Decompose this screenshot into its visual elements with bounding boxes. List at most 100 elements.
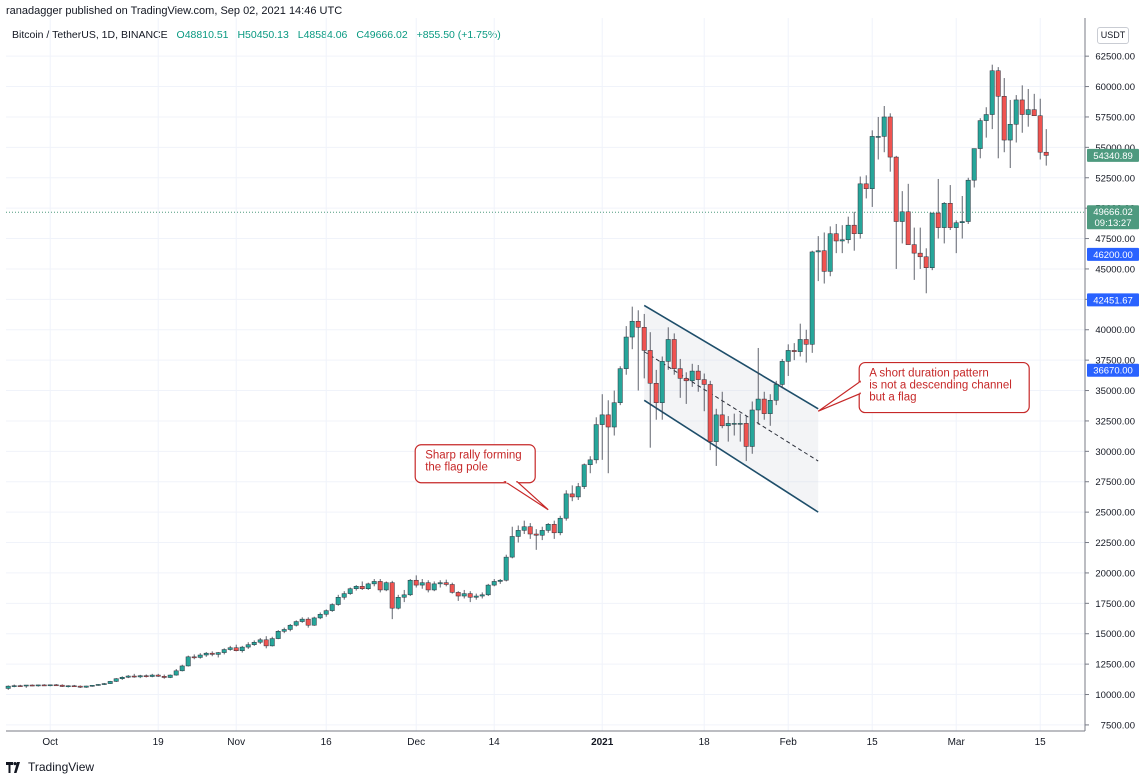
candle-body (23, 684, 29, 687)
candle-body (215, 652, 221, 655)
candle-body (53, 684, 59, 687)
candle-body (473, 595, 479, 598)
y-tick-label: 12500.00 (1095, 660, 1135, 671)
candle-body (569, 493, 575, 498)
candle-body (773, 384, 779, 401)
candle-body (833, 233, 839, 242)
candle-body (299, 618, 305, 622)
candle-body (1043, 151, 1049, 156)
x-tick-label: Feb (780, 737, 798, 748)
candles (5, 64, 1049, 690)
candle-body (821, 250, 827, 272)
candle-body (401, 594, 407, 598)
footer-brand-label: TradingView (28, 760, 95, 774)
callout-pointer (817, 380, 861, 412)
callout-text-line: Sharp rally forming (425, 450, 522, 462)
candle-body (791, 350, 797, 352)
ohlc-high: H50450.13 (237, 29, 289, 41)
candle-body (227, 647, 233, 650)
price-tag-sublabel: 09:13:27 (1095, 218, 1132, 229)
x-tick-label: Mar (948, 737, 966, 748)
candle-body (989, 70, 995, 115)
candle-body (629, 320, 635, 338)
y-tick-label: 57500.00 (1095, 112, 1135, 123)
y-tick-label: 7500.00 (1101, 720, 1135, 731)
candle-body (881, 116, 887, 137)
candle-body (449, 584, 455, 593)
candle-body (647, 350, 653, 384)
candle-body (929, 212, 935, 268)
symbol-legend: Bitcoin / TetherUS, 1D, BINANCE O48810.5… (12, 29, 507, 41)
candle-body (611, 402, 617, 428)
candle-body (395, 596, 401, 609)
y-tick-label: 17500.00 (1095, 599, 1135, 610)
candle-body (665, 339, 671, 362)
ohlc-open: O48810.51 (176, 29, 229, 41)
channel-mid-line (643, 351, 819, 462)
price-tag-label: 36670.00 (1093, 366, 1133, 377)
y-tick-label: 30000.00 (1095, 447, 1135, 458)
candle-body (503, 556, 509, 581)
candle-body (167, 674, 173, 678)
candle-body (947, 203, 953, 228)
candle-body (971, 148, 977, 181)
candle-body (95, 684, 101, 686)
price-tag (1087, 363, 1139, 377)
candle-body (491, 581, 497, 586)
candle-body (275, 631, 281, 639)
candle-body (689, 370, 695, 382)
candle-body (911, 244, 917, 254)
candle-body (221, 649, 227, 653)
candle-body (743, 423, 749, 447)
candle-body (461, 593, 467, 597)
candle-body (233, 647, 239, 651)
candle-body (161, 676, 167, 678)
candle-body (131, 675, 137, 678)
candle-body (713, 414, 719, 442)
candle-body (983, 114, 989, 121)
candle-body (119, 677, 125, 679)
candle-body (371, 581, 377, 585)
candle-body (539, 530, 545, 536)
candle-body (17, 685, 23, 687)
y-tick-label: 25000.00 (1095, 508, 1135, 519)
candle-body (641, 327, 647, 351)
candle-body (83, 685, 89, 688)
candle-body (173, 670, 179, 676)
footer-brand[interactable]: TradingView (6, 760, 94, 774)
candle-body (851, 224, 857, 234)
candle-body (383, 582, 389, 591)
candle-body (317, 614, 323, 619)
candle-body (359, 586, 365, 589)
y-tick-label: 40000.00 (1095, 325, 1135, 336)
y-tick-label: 32500.00 (1095, 416, 1135, 427)
candle-body (605, 414, 611, 428)
candle-body (419, 582, 425, 586)
candle-body (533, 533, 539, 536)
y-tick-label: 37500.00 (1095, 356, 1135, 367)
candle-body (803, 339, 809, 345)
candle-body (191, 656, 197, 659)
candle-body (425, 582, 431, 591)
currency-label[interactable]: USDT (1097, 27, 1129, 44)
candle-body (65, 685, 71, 688)
x-tick-label: 14 (489, 737, 501, 748)
candle-body (107, 681, 113, 684)
candle-body (905, 211, 911, 245)
y-tick-label: 20000.00 (1095, 568, 1135, 579)
candle-body (143, 675, 149, 677)
y-tick-label: 15000.00 (1095, 629, 1135, 640)
price-tag-label: 42451.67 (1093, 295, 1133, 306)
channel-upper-line (643, 304, 819, 410)
candle-body (431, 583, 437, 591)
candle-body (1037, 115, 1043, 153)
candle-body (197, 654, 203, 658)
symbol-name[interactable]: Bitcoin / TetherUS, 1D, BINANCE (12, 29, 168, 41)
candle-body (839, 239, 845, 242)
candle-body (887, 116, 893, 158)
y-tick-label: 10000.00 (1095, 690, 1135, 701)
candle-body (959, 221, 965, 223)
